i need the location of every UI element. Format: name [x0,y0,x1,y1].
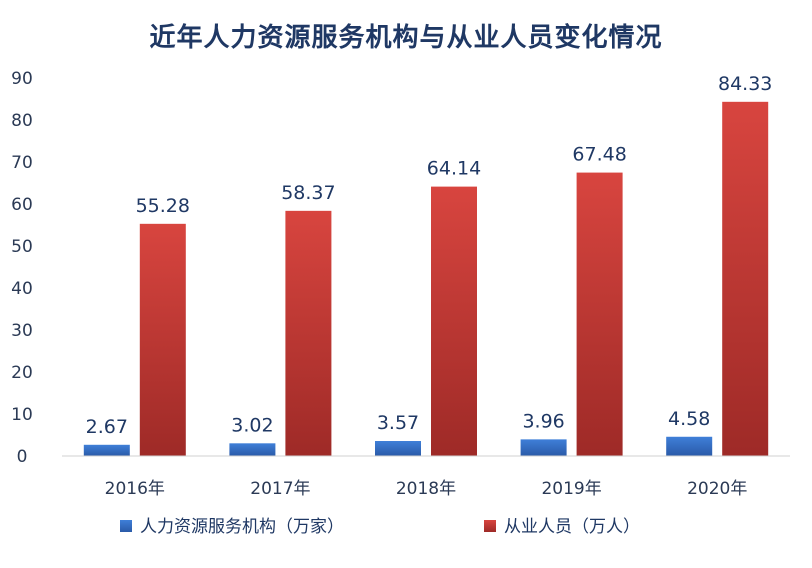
data-label-employees: 58.37 [281,182,335,204]
legend-label-institutions: 人力资源服务机构（万家） [140,517,344,537]
y-tick-label: 80 [11,111,33,131]
legend: 人力资源服务机构（万家） 从业人员（万人） [120,517,640,537]
x-tick-label: 2017年 [250,479,310,499]
data-label-employees: 64.14 [427,158,481,180]
y-tick-label: 70 [11,153,33,173]
bar-institutions [229,443,276,456]
data-label-employees: 84.33 [718,73,772,95]
x-tick-label: 2016年 [105,479,165,499]
x-tick-label: 2018年 [396,479,456,499]
y-tick-label: 10 [11,405,33,425]
chart-title: 近年人力资源服务机构与从业人员变化情况 [149,22,662,53]
data-label-employees: 67.48 [572,144,626,166]
data-label-institutions: 3.57 [377,412,419,434]
legend-swatch-employees [484,520,496,532]
y-tick-label: 30 [11,321,33,341]
y-tick-label: 50 [11,237,33,257]
y-axis: 0 10 20 30 40 50 60 70 80 90 [11,69,33,467]
bar-institutions [83,444,130,456]
data-label-institutions: 3.96 [522,410,564,432]
y-tick-label: 60 [11,195,33,215]
bar-institutions [375,441,421,456]
bar-employees [576,172,623,457]
data-label-institutions: 3.02 [231,414,273,436]
data-label-institutions: 2.67 [86,416,128,438]
data-label-employees: 55.28 [136,195,190,217]
bar-employees [139,223,186,456]
y-tick-label: 90 [11,69,33,89]
y-tick-label: 0 [17,447,28,467]
bar-employees [285,210,332,456]
bar-institutions [520,439,567,456]
x-axis: 2016年 2017年 2018年 2019年 2020年 [62,455,790,499]
bar-employees [431,186,477,456]
legend-swatch-institutions [120,520,132,532]
y-tick-label: 40 [11,279,33,299]
data-label-institutions: 4.58 [668,408,710,430]
legend-label-employees: 从业人员（万人） [504,517,640,537]
bar-institutions [666,436,713,456]
bar-employees [722,101,769,457]
bars: 2.67 55.28 3.02 58.37 3.57 64.14 3.96 67.48 4.58… [83,73,772,457]
y-tick-label: 20 [11,363,33,383]
x-tick-label: 2020年 [687,479,747,499]
x-tick-label: 2019年 [541,479,601,499]
